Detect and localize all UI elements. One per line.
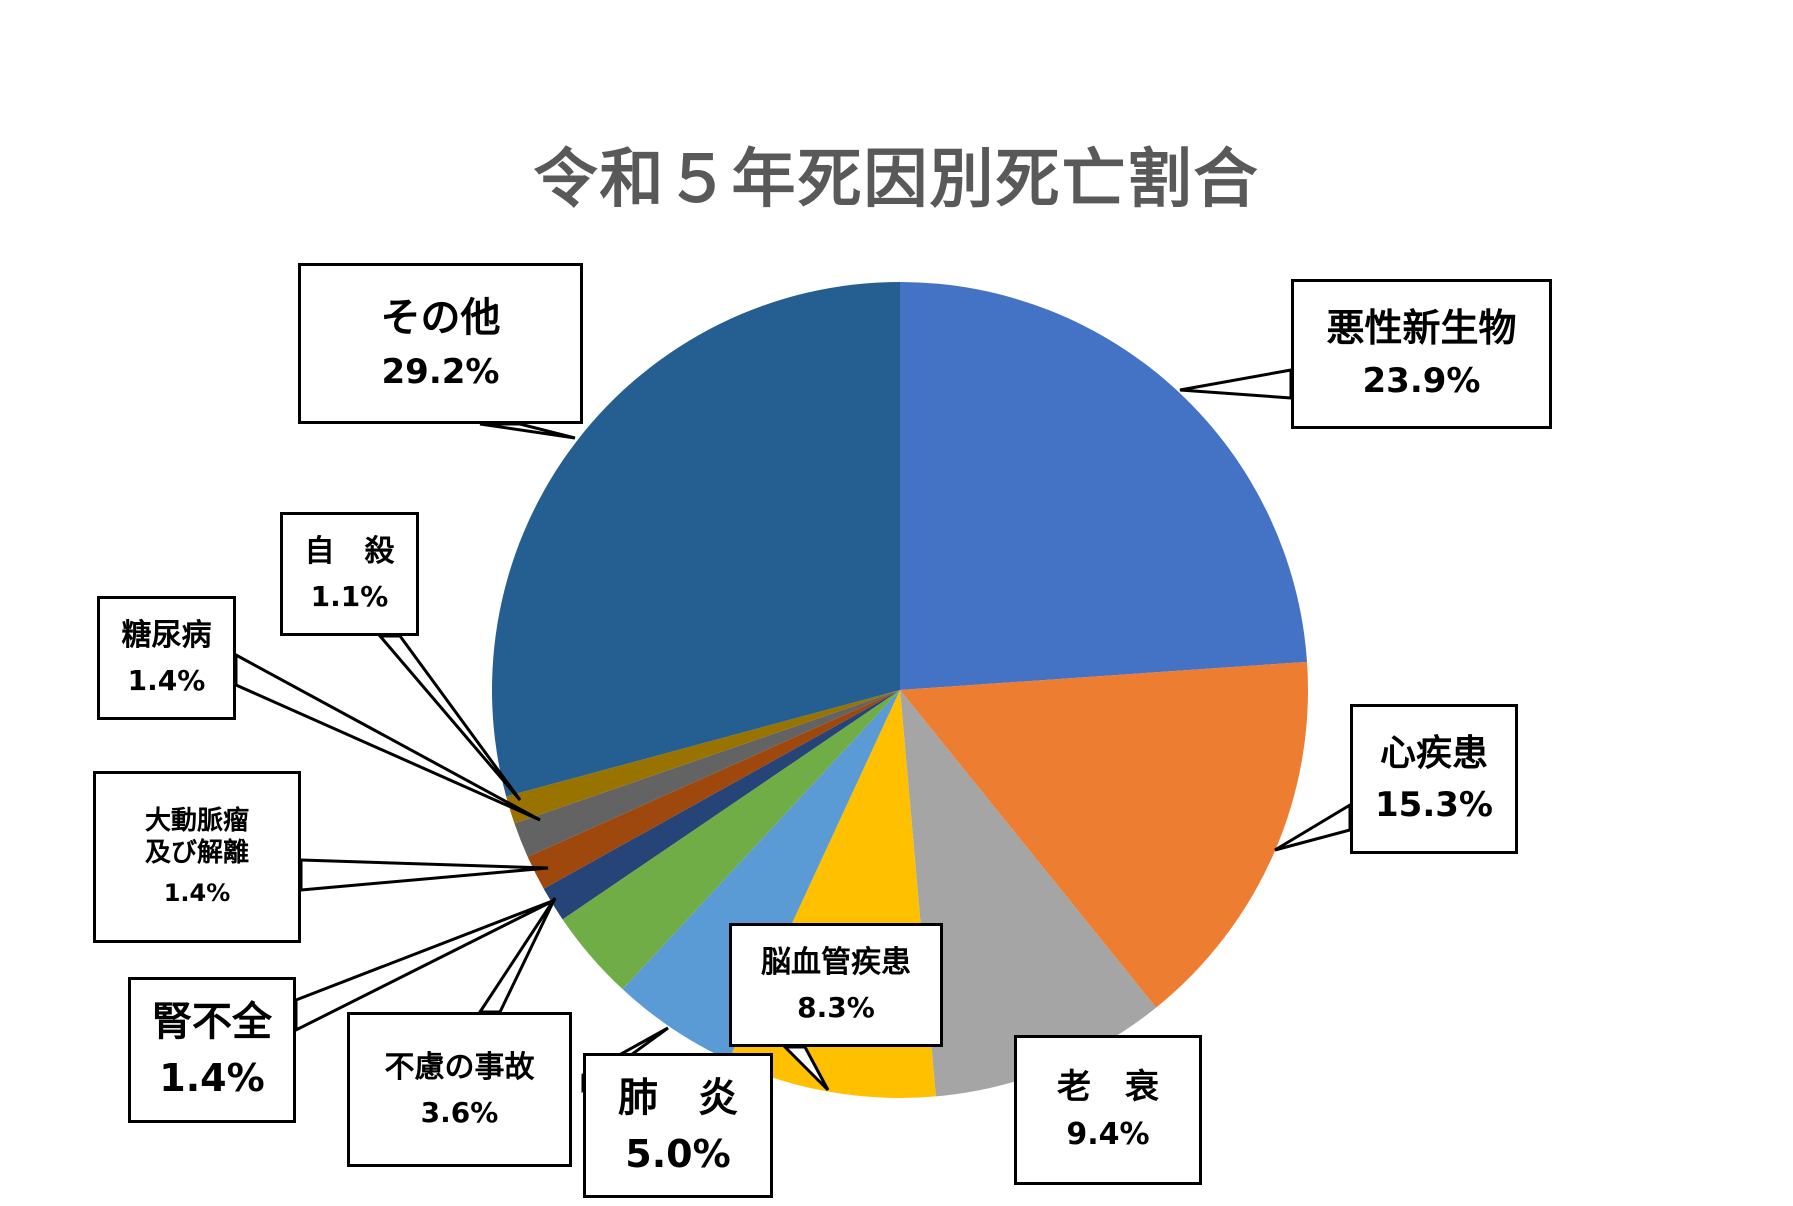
- slice-value-label: 1.1%: [310, 580, 389, 614]
- slice-value-label: 9.4%: [1066, 1117, 1150, 1153]
- slice-label: 糖尿病: [121, 618, 212, 654]
- pie-slice-4: [622, 690, 900, 1061]
- callout-pointer-0: [1179, 368, 1293, 400]
- pie-slice-0: [900, 282, 1308, 690]
- callout-pointer-6: [294, 898, 556, 1033]
- slice-value-label: 5.0%: [625, 1131, 731, 1176]
- pie-slice-9: [506, 690, 900, 824]
- data-label-box-5: 不慮の事故 3.6%: [347, 1012, 572, 1167]
- slice-label: 肺 炎: [618, 1074, 738, 1121]
- data-label-box-1: 心疾患 15.3%: [1350, 704, 1518, 854]
- slice-label: 腎不全: [152, 999, 272, 1046]
- data-label-box-7: 大動脈瘤 及び解離 1.4%: [93, 771, 301, 943]
- slice-value-label: 1.4%: [127, 664, 206, 698]
- data-label-box-10: その他 29.2%: [298, 263, 583, 424]
- chart-title: 令和５年死因別死亡割合: [533, 143, 1260, 217]
- slice-label: その他: [380, 295, 501, 342]
- slice-value-label: 1.4%: [163, 878, 231, 907]
- slice-value-label: 3.6%: [420, 1095, 499, 1129]
- slice-label: 不慮の事故: [384, 1049, 535, 1085]
- pie-slice-5: [562, 690, 900, 990]
- pie-slice-6: [543, 690, 900, 920]
- slice-value-label: 23.9%: [1362, 361, 1481, 402]
- slice-label: 老 衰: [1057, 1066, 1159, 1107]
- slice-label: 自 殺: [304, 534, 395, 570]
- pie-slice-7: [527, 690, 900, 889]
- pie-slice-10: [492, 282, 900, 797]
- pie-slice-1: [900, 661, 1308, 1008]
- data-label-box-3: 脳血管疾患 8.3%: [729, 923, 943, 1047]
- pie-slice-8: [514, 690, 900, 857]
- slice-label: 心疾患: [1379, 733, 1488, 774]
- data-label-box-8: 糖尿病 1.4%: [97, 596, 236, 720]
- callout-pointer-7: [299, 858, 549, 892]
- callout-pointer-9: [376, 634, 522, 801]
- slice-label: 悪性新生物: [1326, 305, 1517, 350]
- data-label-box-4: 肺 炎 5.0%: [583, 1053, 773, 1198]
- data-label-box-0: 悪性新生物 23.9%: [1291, 279, 1552, 429]
- data-label-box-6: 腎不全 1.4%: [128, 977, 296, 1123]
- data-label-box-2: 老 衰 9.4%: [1014, 1035, 1202, 1185]
- callout-pointer-8: [234, 652, 541, 822]
- callout-pointer-10: [479, 422, 576, 440]
- slice-value-label: 29.2%: [381, 352, 500, 393]
- data-label-box-9: 自 殺 1.1%: [280, 512, 419, 636]
- slice-label: 脳血管疾患: [761, 945, 911, 981]
- slice-label: 大動脈瘤 及び解離: [144, 806, 249, 868]
- pie-slice-2: [900, 690, 1157, 1097]
- slice-value-label: 8.3%: [797, 991, 875, 1025]
- slice-value-label: 15.3%: [1375, 785, 1493, 826]
- slice-value-label: 1.4%: [159, 1056, 265, 1101]
- callout-pointer-3: [781, 1045, 830, 1092]
